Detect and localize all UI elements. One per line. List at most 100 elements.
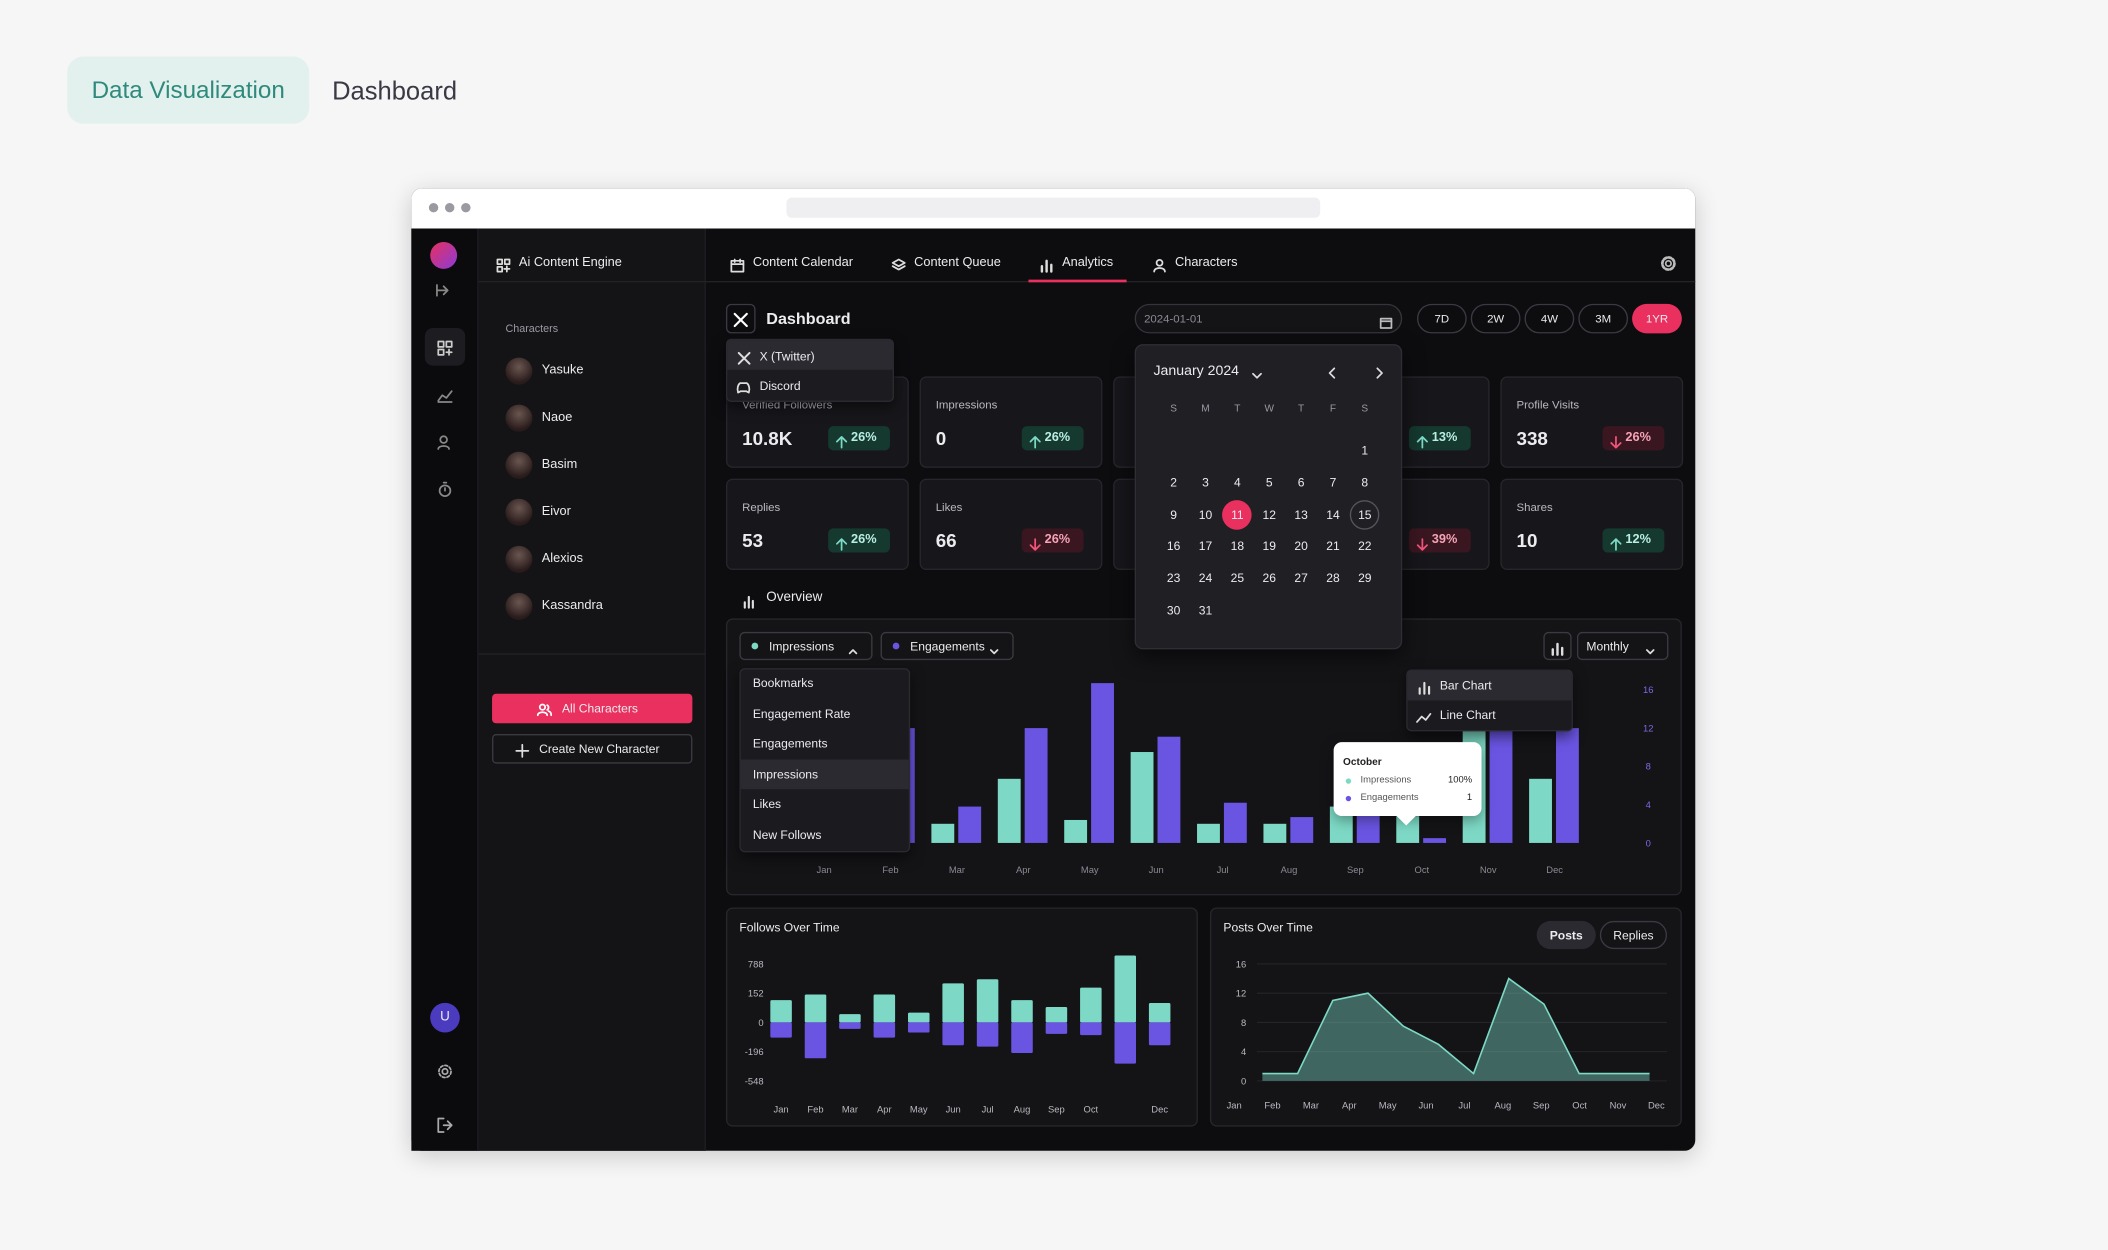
metric-select[interactable] [739, 631, 873, 661]
day[interactable]: 17 [1198, 539, 1213, 554]
stat-card [919, 376, 1103, 468]
day[interactable]: 7 [1329, 475, 1337, 490]
day[interactable]: 12 [1262, 507, 1276, 522]
stat-value: 10 [1516, 529, 1538, 552]
day[interactable]: 27 [1294, 571, 1308, 586]
day[interactable]: 24 [1198, 571, 1213, 586]
metric-name: Engagements [910, 639, 985, 653]
metric-option[interactable]: Bookmarks [752, 676, 814, 690]
tooltip-series: Engagements [1360, 792, 1419, 802]
day[interactable]: 10 [1198, 507, 1213, 522]
metric-option[interactable]: Engagements [752, 736, 828, 751]
platform-option[interactable]: X (Twitter) [759, 348, 815, 363]
settings-icon [1660, 254, 1676, 271]
day[interactable]: 13 [1294, 507, 1308, 522]
trend-arrow [1028, 534, 1041, 551]
day[interactable]: 15 [1358, 507, 1372, 522]
day[interactable]: 11 [1231, 507, 1244, 522]
weekday: S [1361, 401, 1369, 415]
character-name[interactable]: Basim [541, 457, 578, 472]
change-pill [1408, 426, 1471, 451]
metric-dot [751, 642, 759, 650]
weekday: T [1234, 401, 1241, 415]
icon-part [891, 258, 906, 271]
day[interactable]: 31 [1198, 603, 1213, 618]
nav-tab[interactable]: Characters [1174, 255, 1238, 271]
metric-hover [740, 758, 909, 789]
day[interactable]: 18 [1230, 539, 1245, 554]
day[interactable]: 3 [1202, 475, 1209, 490]
day[interactable]: 5 [1265, 475, 1273, 490]
trend-arrow [1609, 534, 1622, 551]
rail-icon [437, 339, 453, 356]
character-name[interactable]: Naoe [541, 410, 573, 425]
day[interactable]: 8 [1361, 475, 1369, 490]
metric-option[interactable]: Impressions [752, 766, 819, 781]
posts-tab[interactable] [1599, 920, 1668, 950]
metric-select[interactable] [880, 631, 1014, 661]
nav-tab[interactable]: Content Calendar [752, 255, 853, 271]
platform-option[interactable]: Discord [759, 379, 801, 393]
icon-part [438, 481, 452, 497]
nav-tab[interactable]: Content Queue [914, 255, 1001, 271]
day[interactable]: 9 [1170, 507, 1178, 522]
icon-part [1551, 642, 1564, 656]
primary-button[interactable] [492, 693, 693, 724]
icon-part [736, 382, 751, 394]
character-name[interactable]: Kassandra [541, 598, 603, 614]
chart-type-button[interactable] [1543, 631, 1572, 661]
day[interactable]: 2 [1170, 475, 1178, 490]
icon-part [1664, 259, 1672, 268]
range-button[interactable] [1632, 303, 1682, 334]
day[interactable]: 22 [1358, 539, 1372, 554]
character-name[interactable]: Alexios [541, 551, 583, 566]
period-select[interactable] [1576, 631, 1669, 661]
character-name[interactable]: Eivor [541, 504, 571, 519]
metric-option[interactable]: New Follows [752, 827, 822, 841]
day[interactable]: 25 [1230, 571, 1245, 586]
posts-tab[interactable] [1536, 920, 1596, 950]
day[interactable]: 14 [1326, 507, 1340, 522]
range-button[interactable] [1416, 303, 1467, 334]
date-input[interactable] [1134, 303, 1403, 334]
day[interactable]: 19 [1262, 539, 1276, 554]
change-text: 13% [1431, 430, 1458, 445]
settings-icon [437, 1062, 453, 1079]
change-pill [1602, 528, 1665, 553]
chart-type-option[interactable]: Bar Chart [1439, 678, 1492, 692]
range-button[interactable] [1524, 303, 1575, 334]
icon-part [733, 312, 748, 328]
icon-part [437, 390, 453, 403]
day[interactable]: 23 [1166, 571, 1181, 586]
icon-part [496, 258, 504, 266]
day[interactable]: 29 [1358, 571, 1372, 586]
trend-arrow [1416, 432, 1429, 449]
day[interactable]: 16 [1166, 539, 1181, 554]
day[interactable]: 28 [1326, 571, 1340, 586]
chart-type-option[interactable]: Line Chart [1439, 708, 1496, 722]
day[interactable]: 4 [1233, 475, 1241, 490]
day[interactable]: 26 [1262, 571, 1276, 586]
platform-hover [727, 340, 893, 370]
icon-part [737, 351, 751, 365]
secondary-button[interactable] [492, 734, 693, 764]
icon-part [1416, 436, 1428, 449]
metric-dot [892, 642, 900, 650]
day[interactable]: 20 [1294, 539, 1308, 554]
range-button[interactable] [1578, 303, 1629, 334]
day[interactable]: 6 [1297, 475, 1305, 490]
range-button[interactable] [1470, 303, 1521, 334]
metric-option[interactable]: Likes [752, 797, 782, 811]
icon-part [437, 445, 450, 450]
change-text: 26% [1044, 532, 1071, 548]
metric-option[interactable]: Engagement Rate [752, 706, 851, 720]
day[interactable]: 1 [1361, 443, 1369, 458]
nav-bar [705, 229, 1696, 283]
day[interactable]: 21 [1326, 539, 1340, 554]
nav-tab[interactable]: Analytics [1062, 255, 1114, 271]
day[interactable]: 30 [1166, 603, 1181, 618]
character-name[interactable]: Yasuke [541, 362, 584, 378]
icon-part [1610, 538, 1622, 551]
range-text: 2W [1487, 311, 1505, 326]
trend-arrow [1609, 432, 1622, 449]
